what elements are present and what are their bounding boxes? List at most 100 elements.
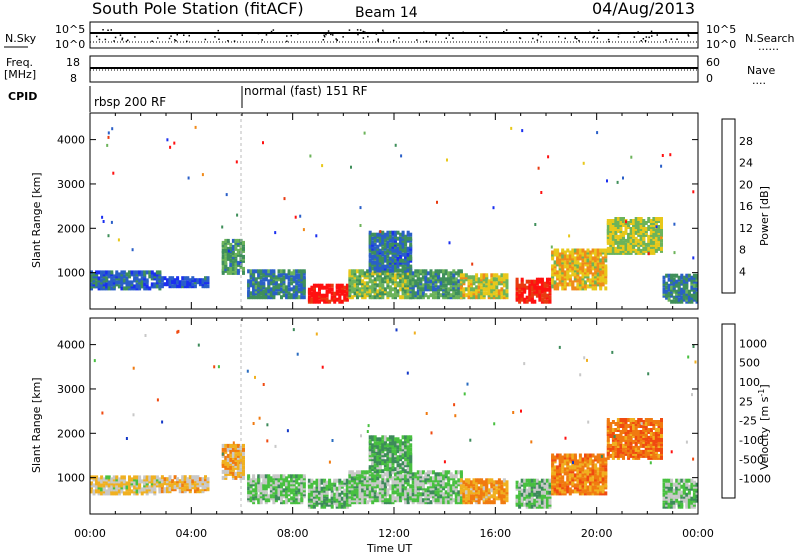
velocity-echo-cell [178, 483, 182, 488]
power-echo-cell [148, 286, 152, 291]
power-echo-cell [176, 276, 180, 281]
power-echo-cell [687, 289, 691, 294]
power-echo-cell [318, 291, 321, 296]
velocity-echo-cell [388, 435, 392, 440]
velocity-echo-cell [551, 489, 555, 494]
velocity-echo-cell [320, 486, 324, 491]
noise-point [576, 38, 578, 40]
velocity-echo-cell [262, 474, 266, 479]
velocity-echo-cell [391, 435, 395, 440]
power-echo-cell [480, 291, 484, 296]
power-echo-cell [576, 282, 580, 287]
power-echo-cell [150, 270, 154, 275]
velocity-echo-cell [140, 479, 144, 484]
velocity-echo-cell [599, 485, 603, 490]
power-echo-cell [224, 244, 228, 249]
power-echo-cell [368, 230, 372, 235]
velocity-echo-cell [92, 489, 96, 494]
power-echo-cell [295, 269, 299, 274]
power-echo-cell [589, 268, 593, 273]
power-echo-cell [234, 238, 238, 243]
power-echo-point [169, 145, 172, 149]
power-echo-cell [604, 286, 608, 291]
freq-left-tick-bottom: 8 [70, 72, 77, 85]
power-echo-cell [561, 286, 565, 291]
noise-point [503, 31, 505, 33]
velocity-echo-cell [490, 482, 494, 487]
power-echo-cell [353, 269, 357, 274]
velocity-echo-cell [464, 486, 468, 491]
power-ytick-label: 1000 [57, 267, 85, 280]
velocity-echo-cell [378, 484, 382, 489]
velocity-echo-cell [596, 481, 600, 486]
power-echo-cell [295, 285, 299, 290]
noise-left-tick-top: 10^5 [55, 23, 85, 36]
power-echo-cell [594, 270, 598, 275]
velocity-echo-cell [340, 504, 344, 509]
power-echo-cell [578, 256, 582, 261]
power-echo-cell [368, 252, 372, 257]
noise-point [581, 32, 583, 34]
power-echo-cell [252, 269, 256, 274]
velocity-echo-cell [386, 443, 390, 448]
power-echo-cell [386, 252, 390, 257]
velocity-echo-cell [287, 474, 291, 479]
power-echo-cell [548, 295, 552, 300]
velocity-echo-cell [335, 478, 339, 483]
velocity-echo-cell [287, 498, 291, 503]
velocity-echo-cell [277, 488, 281, 493]
velocity-echo-cell [589, 491, 593, 496]
power-echo-cell [287, 281, 291, 286]
noise-point [425, 40, 428, 42]
power-echo-cell [259, 269, 263, 274]
power-echo-cell [467, 275, 471, 280]
power-echo-cell [657, 242, 661, 247]
power-echo-cell [325, 297, 329, 302]
velocity-echo-cell [399, 474, 403, 479]
velocity-echo-cell [285, 476, 289, 481]
power-echo-cell [229, 242, 233, 247]
power-echo-cell [340, 299, 344, 304]
velocity-echo-cell [376, 437, 380, 442]
power-echo-cell [492, 273, 496, 278]
power-echo-cell [302, 295, 306, 300]
power-echo-cell [274, 275, 278, 280]
velocity-echo-cell [361, 494, 365, 499]
power-echo-cell [596, 262, 600, 267]
power-echo-cell [692, 273, 696, 278]
power-echo-cell [500, 287, 504, 292]
power-echo-cell [386, 248, 390, 253]
velocity-echo-cell [239, 453, 243, 458]
power-echo-cell [153, 282, 157, 287]
velocity-echo-cell [439, 476, 443, 481]
power-echo-cell [411, 277, 415, 282]
power-echo-cell [386, 279, 390, 284]
power-echo-cell [558, 258, 562, 263]
power-echo-cell [221, 266, 225, 271]
velocity-echo-cell [378, 469, 382, 474]
velocity-echo-cell [601, 485, 605, 490]
velocity-echo-cell [343, 488, 347, 493]
power-echo-cell [614, 238, 618, 243]
power-echo-cell [525, 279, 529, 284]
velocity-echo-cell [376, 492, 380, 497]
velocity-echo-cell [556, 465, 560, 470]
velocity-echo-cell [616, 441, 620, 446]
power-echo-cell [300, 269, 304, 274]
noise-point [500, 32, 502, 34]
power-echo-cell [500, 295, 504, 300]
power-echo-cell [518, 289, 522, 294]
velocity-echo-cell [330, 482, 334, 487]
velocity-echo-cell [252, 474, 256, 479]
power-echo-cell [348, 291, 352, 296]
power-echo-cell [143, 286, 147, 291]
power-echo-cell [345, 297, 349, 302]
velocity-echo-cell [198, 477, 202, 482]
velocity-echo-cell [193, 475, 197, 480]
velocity-echo-cell [533, 478, 537, 483]
velocity-echo-cell [467, 478, 471, 483]
velocity-echo-cell [371, 453, 375, 458]
velocity-echo-cell [518, 500, 522, 505]
power-echo-cell [634, 230, 638, 235]
velocity-echo-cell [378, 445, 382, 450]
